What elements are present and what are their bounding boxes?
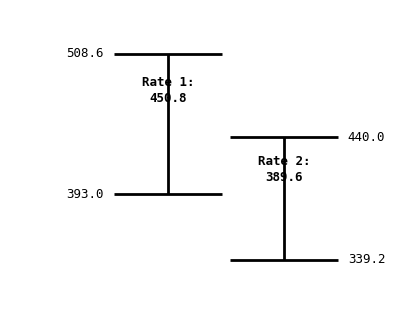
Text: 393.0: 393.0 — [67, 188, 104, 201]
Text: 508.6: 508.6 — [67, 47, 104, 60]
Text: 440.0: 440.0 — [348, 131, 385, 144]
Text: Rate 2:: Rate 2: — [258, 155, 310, 168]
Text: 389.6: 389.6 — [265, 171, 302, 184]
Text: 450.8: 450.8 — [149, 92, 186, 105]
Text: Rate 1:: Rate 1: — [141, 77, 194, 89]
Text: 339.2: 339.2 — [348, 253, 385, 266]
